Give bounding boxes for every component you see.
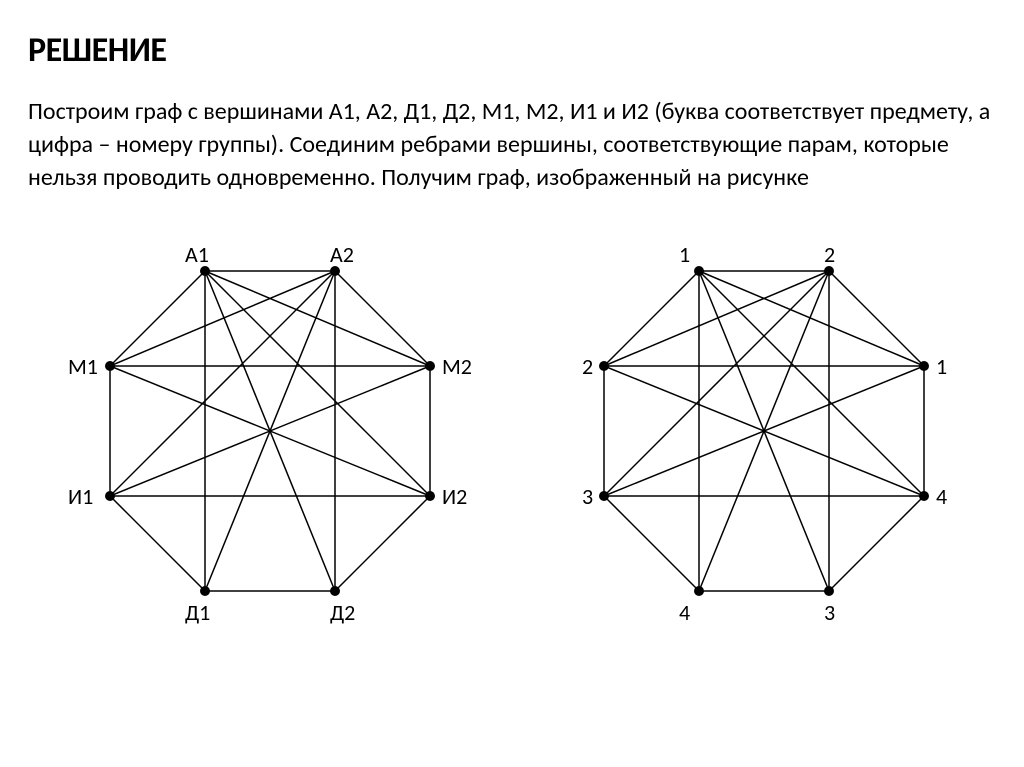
graph-edge: [604, 496, 699, 591]
node-label-bottom-left: Д1: [185, 599, 210, 626]
graph-node: [105, 361, 115, 371]
graphs-row: А1 А2 М2 И2 Д2 Д1 И1 М1 1 2 1 4 3 4 3 2: [28, 216, 996, 646]
node-label-right-bottom: И2: [442, 483, 467, 510]
graph-node: [330, 586, 340, 596]
graph-node: [425, 361, 435, 371]
node-label-top-right: А2: [330, 241, 354, 268]
node-label-bottom-right: 3: [824, 599, 835, 626]
graph-node: [824, 586, 834, 596]
solution-description: Построим граф с вершинами А1, А2, Д1, Д2…: [28, 95, 996, 194]
graph-svg: [35, 216, 495, 646]
graph-edge: [604, 271, 829, 496]
graph-edge: [604, 271, 829, 366]
graph-edge: [205, 271, 430, 366]
node-label-left-top: 2: [582, 353, 593, 380]
node-label-right-top: 1: [936, 353, 947, 380]
graph-edge: [335, 271, 430, 366]
graph-node: [200, 586, 210, 596]
graph-edge: [604, 271, 699, 366]
graph-node: [919, 491, 929, 501]
page-title: РЕШЕНИЕ: [28, 30, 996, 71]
graph-node: [599, 361, 609, 371]
graph-edge: [110, 496, 205, 591]
graph-edge: [110, 271, 335, 366]
graph-edge: [205, 271, 430, 496]
node-label-top-left: 1: [679, 241, 690, 268]
graph-svg: [529, 216, 989, 646]
node-label-right-bottom: 4: [936, 483, 947, 510]
graph-node: [694, 586, 704, 596]
node-label-bottom-left: 4: [679, 599, 690, 626]
graph-edge: [699, 271, 924, 366]
graph-edge: [335, 496, 430, 591]
graph-edge: [110, 271, 335, 496]
graph-node: [105, 491, 115, 501]
graph-right: 1 2 1 4 3 4 3 2: [529, 216, 989, 646]
node-label-right-top: М2: [442, 353, 472, 380]
node-label-left-bottom: И1: [68, 483, 93, 510]
node-label-bottom-right: Д2: [330, 599, 355, 626]
graph-edge: [829, 271, 924, 366]
graph-node: [694, 266, 704, 276]
graph-node: [425, 491, 435, 501]
graph-node: [919, 361, 929, 371]
node-label-top-right: 2: [824, 241, 835, 268]
node-label-top-left: А1: [185, 241, 209, 268]
node-label-left-top: М1: [68, 353, 98, 380]
graph-edge: [829, 496, 924, 591]
graph-node: [599, 491, 609, 501]
graph-edge: [699, 271, 924, 496]
graph-left: А1 А2 М2 И2 Д2 Д1 И1 М1: [35, 216, 495, 646]
graph-edge: [110, 271, 205, 366]
node-label-left-bottom: 3: [582, 483, 593, 510]
